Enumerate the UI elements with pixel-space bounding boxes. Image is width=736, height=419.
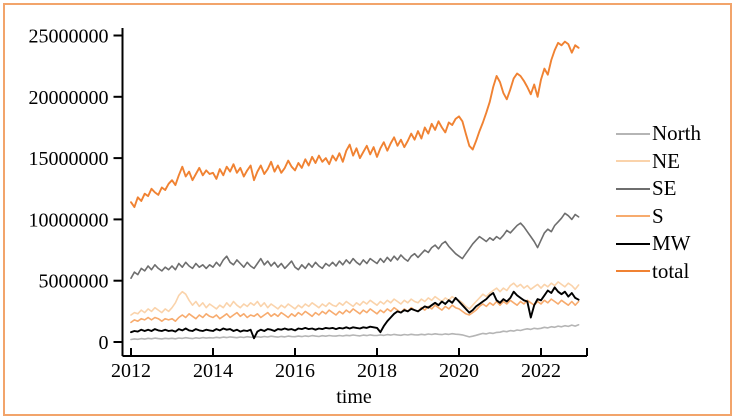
x-tick-label: 2022	[521, 360, 561, 382]
series-line-mw	[130, 286, 580, 340]
legend-swatch	[616, 132, 650, 135]
legend-label: S	[652, 203, 664, 228]
legend-swatch	[616, 242, 650, 245]
axes-layer	[113, 28, 588, 357]
series-line-ne	[130, 281, 580, 316]
legend-item-se: SE	[616, 175, 701, 203]
x-tick-label: 2012	[111, 360, 151, 382]
legend-item-ne: NE	[616, 148, 701, 176]
legend-label: North	[652, 121, 701, 146]
series-line-north	[130, 323, 580, 341]
legend-label: total	[652, 258, 690, 283]
legend-swatch	[616, 187, 650, 190]
y-tick-label: 5000000	[39, 271, 109, 293]
legend-swatch	[616, 160, 650, 163]
y-tick-label: 25000000	[29, 26, 109, 48]
x-tick-label: 2020	[439, 360, 479, 382]
legend-swatch	[616, 270, 650, 273]
legend-label: NE	[652, 148, 680, 173]
y-tick-label: 0	[99, 332, 109, 354]
legend-item-north: North	[616, 120, 701, 148]
x-axis-title: time	[336, 386, 372, 408]
x-tick-label: 2014	[193, 360, 233, 382]
series-layer	[130, 40, 580, 341]
series-line-total	[130, 40, 580, 209]
legend-swatch	[616, 215, 650, 218]
legend-label: SE	[652, 176, 677, 201]
y-tick-label: 10000000	[29, 209, 109, 231]
series-line-se	[130, 212, 580, 280]
legend-item-total: total	[616, 258, 701, 286]
x-tick-label: 2016	[275, 360, 315, 382]
legend-item-s: S	[616, 203, 701, 231]
y-tick-label: 15000000	[29, 148, 109, 170]
tick-label-layer: 0 5000000 10000000 15000000 20000000 25000000…	[29, 26, 562, 383]
x-tick-label: 2018	[357, 360, 397, 382]
y-tick-label: 20000000	[29, 87, 109, 109]
series-line-s	[130, 298, 580, 324]
legend-label: MW	[652, 231, 691, 256]
legend-item-mw: MW	[616, 230, 701, 258]
legend: North NE SE S MW total	[616, 120, 701, 285]
